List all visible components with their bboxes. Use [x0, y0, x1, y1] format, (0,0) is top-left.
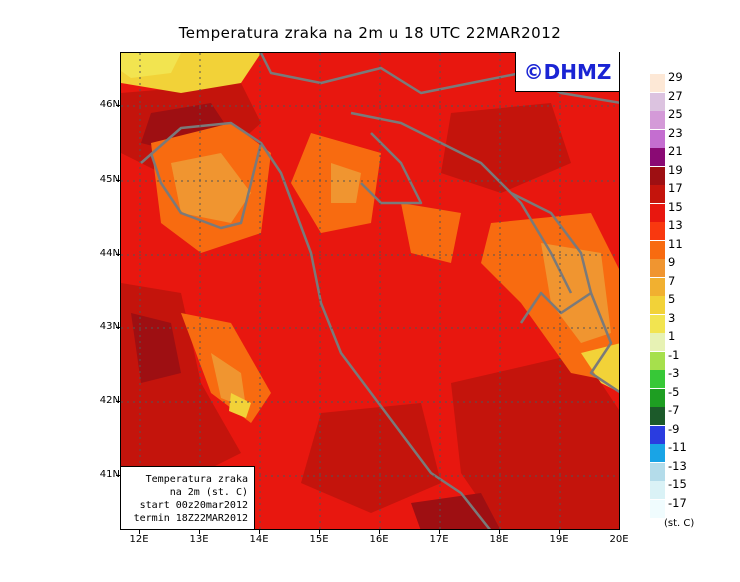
legend-label: 7: [668, 273, 676, 288]
map-info-box: Temperatura zraka na 2m (st. C) start 00…: [121, 466, 255, 529]
map-canvas: [121, 53, 619, 529]
lat-tick: [116, 327, 120, 328]
legend-label: 17: [668, 181, 683, 195]
legend-label: -1: [668, 347, 680, 362]
lon-label: 18E: [489, 534, 509, 545]
legend-label: 15: [668, 199, 683, 214]
lon-tick: [439, 530, 440, 534]
legend-swatch: [650, 74, 665, 92]
legend-label: -15: [668, 477, 687, 491]
lat-tick: [116, 180, 120, 181]
legend-swatch: [650, 185, 665, 203]
legend-swatch: [650, 240, 665, 259]
legend-label: -5: [668, 384, 680, 399]
legend-label: 25: [668, 107, 683, 121]
legend-swatch: [650, 351, 665, 370]
legend-swatch: [650, 166, 665, 185]
lat-label: 45N: [99, 174, 120, 185]
lat-label: 41N: [99, 469, 120, 480]
legend-swatch: [650, 296, 665, 314]
legend-swatch: [650, 314, 665, 333]
legend-label: 1: [668, 329, 676, 343]
lon-tick: [559, 530, 560, 534]
legend-swatch: [650, 481, 665, 499]
lon-tick: [499, 530, 500, 534]
legend-swatch: [650, 148, 665, 166]
legend-label: -7: [668, 403, 680, 417]
legend-swatch: [650, 259, 665, 277]
legend-swatch: [650, 370, 665, 388]
legend-label: 3: [668, 310, 676, 325]
legend-label: 9: [668, 255, 676, 269]
dhmz-logo: ©DHMZ: [515, 52, 619, 92]
lon-label: 13E: [189, 534, 209, 545]
coastline-borders: [121, 53, 619, 529]
legend-swatch: [650, 462, 665, 481]
legend-swatch: [650, 129, 665, 148]
lon-tick: [139, 530, 140, 534]
legend-swatch: [650, 444, 665, 462]
lon-label: 17E: [429, 534, 449, 545]
legend-swatch: [650, 499, 665, 518]
info-line-2: na 2m (st. C): [169, 487, 248, 498]
lon-tick: [259, 530, 260, 534]
legend-label: 27: [668, 88, 683, 103]
lat-tick: [116, 254, 120, 255]
legend-label: -13: [668, 458, 687, 473]
legend-label: 19: [668, 162, 683, 177]
info-line-4: termin 18Z22MAR2012: [133, 513, 248, 524]
lat-label: 46N: [99, 99, 120, 110]
temperature-map: [120, 52, 620, 530]
lat-label: 43N: [99, 321, 120, 332]
info-line-1: Temperatura zraka: [145, 474, 248, 485]
legend-label: 13: [668, 218, 683, 232]
pale-yellow-regions: [121, 53, 181, 78]
legend-label: 29: [668, 70, 683, 84]
lon-tick: [199, 530, 200, 534]
lon-label: 19E: [549, 534, 569, 545]
lon-label: 15E: [309, 534, 329, 545]
lat-label: 44N: [99, 248, 120, 259]
legend-label: 5: [668, 292, 676, 306]
graticule: [121, 53, 619, 529]
lon-label: 14E: [249, 534, 269, 545]
legend-label: -3: [668, 366, 680, 380]
legend-swatch: [650, 203, 665, 222]
legend-swatch: [650, 333, 665, 351]
legend-swatch: [650, 407, 665, 425]
legend-swatch: [650, 388, 665, 407]
map-title: Temperatura zraka na 2m u 18 UTC 22MAR20…: [178, 24, 562, 42]
legend-label: 21: [668, 144, 683, 158]
lat-tick: [116, 401, 120, 402]
legend-swatch: [650, 222, 665, 240]
lat-tick: [116, 475, 120, 476]
lon-label: 16E: [369, 534, 389, 545]
lon-label: 20E: [609, 534, 629, 545]
lon-tick: [319, 530, 320, 534]
legend-label: -9: [668, 421, 680, 436]
legend-label: 23: [668, 125, 683, 140]
lat-tick: [116, 105, 120, 106]
lon-tick: [379, 530, 380, 534]
lon-label: 12E: [129, 534, 149, 545]
legend-swatch: [650, 425, 665, 444]
legend-label: -11: [668, 440, 687, 454]
legend-label: 11: [668, 236, 683, 251]
legend-label: -17: [668, 495, 687, 510]
legend-swatch: [650, 277, 665, 296]
lat-label: 42N: [99, 395, 120, 406]
legend-unit: (st. C): [664, 518, 695, 529]
legend-swatch: [650, 111, 665, 129]
legend-swatch: [650, 92, 665, 111]
info-line-3: start 00z20mar2012: [139, 500, 248, 511]
